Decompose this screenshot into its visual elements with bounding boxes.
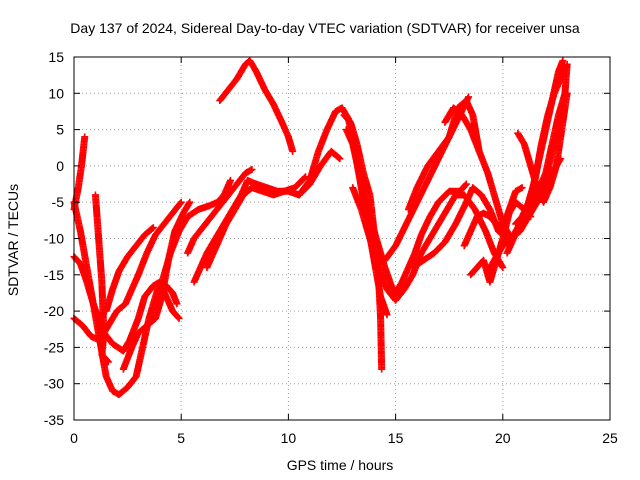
axis-ticks: 0 5 10 15 20 25 15 10 5 0 -5 -10 -15 -20 -25 -30 -35 xyxy=(44,49,618,446)
data-point xyxy=(248,166,256,174)
data-point xyxy=(335,154,343,162)
data-point xyxy=(177,198,185,206)
data-series-arc-8 xyxy=(151,176,235,308)
data-series-arc-25 xyxy=(512,64,569,228)
y-tick-label: -15 xyxy=(44,267,64,283)
y-tick-label: -20 xyxy=(44,303,64,319)
data-point xyxy=(174,313,182,321)
data-series-arc-6 xyxy=(102,224,157,315)
data-point xyxy=(464,93,472,101)
y-axis-label: SDTVAR / TECUs xyxy=(5,184,21,296)
data-point xyxy=(185,200,193,208)
data-series-arc-11 xyxy=(203,173,310,272)
y-tick-label: 15 xyxy=(48,49,64,65)
data-series-arc-12 xyxy=(216,57,297,155)
y-tick-label: 10 xyxy=(48,85,64,101)
data-point xyxy=(103,357,111,365)
x-axis-label: GPS time / hours xyxy=(287,457,394,473)
data-point xyxy=(336,155,344,163)
data-point xyxy=(383,311,391,319)
data-point xyxy=(462,180,470,188)
grid-lines xyxy=(74,57,610,420)
data-series-arc-1 xyxy=(70,133,89,213)
y-tick-label: -10 xyxy=(44,231,64,247)
data-point xyxy=(175,314,183,322)
data-point xyxy=(378,365,386,373)
data-point xyxy=(186,198,194,206)
x-tick-label: 20 xyxy=(495,430,511,446)
y-tick-label: -30 xyxy=(44,376,64,392)
y-tick-label: -35 xyxy=(44,412,64,428)
data-point xyxy=(289,147,297,155)
data-point xyxy=(173,300,181,308)
data-point xyxy=(149,224,157,232)
chart-title: Day 137 of 2024, Sidereal Day-to-day VTE… xyxy=(70,20,580,36)
data-point xyxy=(148,225,156,233)
data-point xyxy=(227,176,235,184)
x-tick-label: 10 xyxy=(281,430,297,446)
x-tick-label: 5 xyxy=(177,430,185,446)
data-point xyxy=(300,174,308,182)
data-point xyxy=(563,60,571,68)
data-point xyxy=(499,264,507,272)
x-tick-label: 0 xyxy=(70,430,78,446)
data-series-arc-16 xyxy=(349,184,507,304)
x-tick-label: 25 xyxy=(602,430,618,446)
data-point xyxy=(559,57,567,65)
x-tick-label: 15 xyxy=(388,430,404,446)
data-series-arc-9 xyxy=(184,166,256,257)
data-point xyxy=(104,358,112,366)
data-point xyxy=(81,133,89,141)
y-tick-label: 0 xyxy=(56,158,64,174)
data-point xyxy=(176,199,184,207)
data-series-arc-27 xyxy=(529,60,571,199)
data-points xyxy=(70,57,571,399)
y-tick-label: -25 xyxy=(44,339,64,355)
data-series-arc-15 xyxy=(342,126,470,297)
data-point xyxy=(461,181,469,189)
y-tick-label: 5 xyxy=(56,122,64,138)
y-tick-label: -5 xyxy=(52,194,65,210)
data-series-arc-26 xyxy=(514,89,571,206)
data-point xyxy=(518,184,526,192)
